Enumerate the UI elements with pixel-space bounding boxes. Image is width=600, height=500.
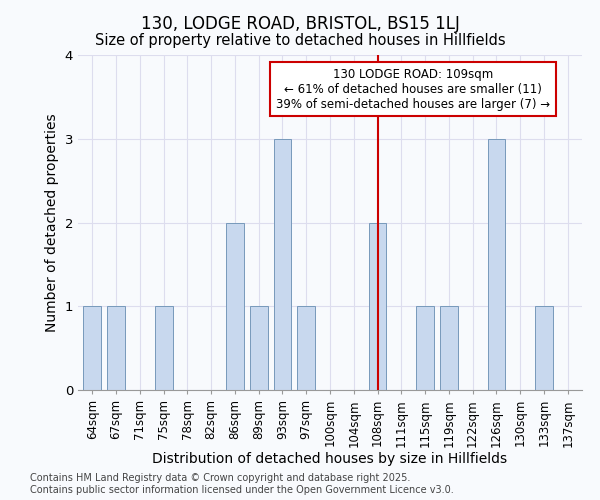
Text: 130, LODGE ROAD, BRISTOL, BS15 1LJ: 130, LODGE ROAD, BRISTOL, BS15 1LJ (140, 15, 460, 33)
Bar (274, 138, 292, 390)
Y-axis label: Number of detached properties: Number of detached properties (45, 113, 59, 332)
Text: Contains HM Land Registry data © Crown copyright and database right 2025.
Contai: Contains HM Land Registry data © Crown c… (30, 474, 454, 495)
Bar (368, 222, 386, 390)
Bar (226, 222, 244, 390)
Bar (487, 138, 505, 390)
Bar (155, 306, 173, 390)
Bar (416, 306, 434, 390)
Bar (83, 306, 101, 390)
Bar (107, 306, 125, 390)
X-axis label: Distribution of detached houses by size in Hillfields: Distribution of detached houses by size … (152, 452, 508, 466)
Bar (250, 306, 268, 390)
Text: Size of property relative to detached houses in Hillfields: Size of property relative to detached ho… (95, 32, 505, 48)
Bar (535, 306, 553, 390)
Text: 130 LODGE ROAD: 109sqm
← 61% of detached houses are smaller (11)
39% of semi-det: 130 LODGE ROAD: 109sqm ← 61% of detached… (276, 68, 550, 110)
Bar (298, 306, 315, 390)
Bar (440, 306, 458, 390)
